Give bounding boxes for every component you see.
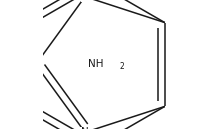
Text: N: N: [81, 127, 89, 129]
Text: 2: 2: [120, 62, 124, 71]
Text: NH: NH: [88, 59, 103, 69]
Text: S: S: [82, 0, 88, 2]
